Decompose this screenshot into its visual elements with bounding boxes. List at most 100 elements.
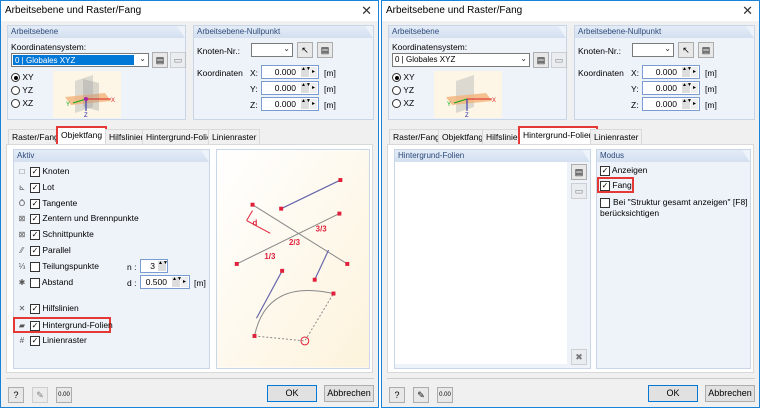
group-header: Modus <box>597 150 750 162</box>
edit-button[interactable]: ✎ <box>413 387 429 403</box>
delete-folie-button[interactable]: ✖ <box>571 349 587 365</box>
x-unit: [m] <box>324 68 336 78</box>
group-header: Arbeitsebene-Nullpunkt <box>194 26 373 38</box>
anzeigen-checkbox[interactable]: ✓ Anzeigen <box>600 165 648 176</box>
cancel-button[interactable]: Abbrechen <box>705 385 755 402</box>
d-input[interactable]: 0.500 ▲▼ ▸ <box>140 275 190 289</box>
edit-folie-button[interactable]: ▭ <box>571 183 587 199</box>
radio-xy[interactable]: XY <box>392 71 415 84</box>
y-input[interactable]: 0.000 ▲▼ ▸ <box>261 81 319 95</box>
tab-raster-fang[interactable]: Raster/Fang <box>8 129 63 144</box>
svg-text:X: X <box>492 98 496 104</box>
knoten-label: Knoten-Nr.: <box>578 46 621 56</box>
radio-yz[interactable]: YZ <box>11 84 33 97</box>
dialog-objektfang: Arbeitsebene und Raster/Fang ✕ Arbeitseb… <box>0 0 379 408</box>
z-label: Z: <box>631 100 639 110</box>
x-input[interactable]: 0.000 ▲▼ ▸ <box>261 65 319 79</box>
tab-raster-fang[interactable]: Raster/Fang <box>389 129 444 144</box>
division-icon: ⅓ <box>18 262 26 271</box>
arbeitsebene-group: Arbeitsebene Koordinatensystem: 0 | Glob… <box>7 25 186 120</box>
snap-hilfslinien[interactable]: ✕ ✓ Hilfslinien <box>16 302 79 315</box>
z-input[interactable]: 0.000 ▲▼ ▸ <box>261 97 319 111</box>
snap-preview-image: d 1/3 2/3 3/3 <box>216 149 370 369</box>
group-header: Arbeitsebene <box>389 26 566 38</box>
koordsys-dropdown[interactable]: 0 | Globales XYZ ⌄ <box>11 53 149 67</box>
snap-zentren[interactable]: ⊠ ✓ Zentern und Brennpunkte <box>16 212 139 225</box>
koordinaten-label: Koordinaten <box>197 68 243 78</box>
perpendicular-icon: ⊾ <box>18 183 26 192</box>
knoten-dropdown[interactable]: ⌄ <box>251 43 293 57</box>
new-node-button[interactable]: ▤ <box>698 42 714 58</box>
svg-text:Y: Y <box>447 102 451 108</box>
koordsys-dropdown[interactable]: 0 | Globales XYZ ⌄ <box>392 53 530 67</box>
new-coordsys-button[interactable]: ▤ <box>152 52 168 68</box>
tab-objektfang[interactable]: Objektfang <box>55 126 108 146</box>
pick-node-button[interactable]: ↖ <box>678 42 694 58</box>
snap-tangente[interactable]: Ō ✓ Tangente <box>16 197 77 210</box>
y-label: Y: <box>631 84 639 94</box>
d-label: d : <box>127 278 137 288</box>
close-icon[interactable]: ✕ <box>361 3 372 18</box>
snap-schnittpunkte[interactable]: ⊠ ✓ Schnittpunkte <box>16 228 94 241</box>
struktur-checkbox[interactable]: Bei "Struktur gesamt anzeigen" [F8] berü… <box>600 197 748 218</box>
help-button[interactable]: ? <box>8 387 24 403</box>
group-header: Aktiv <box>14 150 209 162</box>
nullpunkt-group: Arbeitsebene-Nullpunkt Knoten-Nr.: ⌄ ↖ ▤… <box>574 25 755 120</box>
tab-linienraster[interactable]: Linienraster <box>208 129 261 144</box>
tab-hintergrund-folien[interactable]: Hintergrund-Folien <box>517 126 599 146</box>
z-input[interactable]: 0.000 ▲▼ ▸ <box>642 97 700 111</box>
group-header: Arbeitsebene-Nullpunkt <box>575 26 754 38</box>
snap-lot[interactable]: ⊾ ✓ Lot <box>16 181 54 194</box>
pick-node-button[interactable]: ↖ <box>297 42 313 58</box>
n-input[interactable]: 3 ▲▼ <box>140 259 168 273</box>
z-unit: [m] <box>324 100 336 110</box>
close-icon[interactable]: ✕ <box>742 3 753 18</box>
ok-button[interactable]: OK <box>267 385 317 402</box>
snap-knoten[interactable]: □ ✓ Knoten <box>16 165 69 178</box>
new-coordsys-button[interactable]: ▤ <box>533 52 549 68</box>
chevron-down-icon: ⌄ <box>283 44 290 53</box>
radio-xy[interactable]: XY <box>11 71 34 84</box>
folien-list[interactable] <box>395 162 567 364</box>
tab-linienraster[interactable]: Linienraster <box>590 129 643 144</box>
grid-icon: # <box>19 336 25 345</box>
koordsys-value: 0 | Globales XYZ <box>395 55 456 64</box>
knoten-dropdown[interactable]: ⌄ <box>632 43 674 57</box>
radio-xz[interactable]: XZ <box>11 97 33 110</box>
fang-checkbox[interactable]: ✓ Fang <box>597 177 634 193</box>
snap-abstand[interactable]: ✱ Abstand <box>16 276 73 289</box>
radio-xz[interactable]: XZ <box>392 97 414 110</box>
aktiv-group: Aktiv □ ✓ Knoten ⊾ ✓ Lot Ō ✓ Tangente ⊠ ✓ Ze… <box>13 149 210 369</box>
snap-linienraster[interactable]: # ✓ Linienraster <box>16 334 87 347</box>
knoten-label: Knoten-Nr.: <box>197 46 240 56</box>
intersection-icon: ⊠ <box>18 230 26 239</box>
cancel-button[interactable]: Abbrechen <box>324 385 374 402</box>
snap-parallel[interactable]: ⁄⁄ ✓ Parallel <box>16 244 71 257</box>
node-icon: □ <box>19 167 25 176</box>
chevron-down-icon: ⌄ <box>139 54 146 63</box>
divider <box>387 378 755 379</box>
snap-hintergrund-folien[interactable]: ▰ ✓ Hintergrund-Folien <box>13 317 113 333</box>
units-button[interactable]: 0.00 <box>437 387 453 403</box>
x-unit: [m] <box>705 68 717 78</box>
y-input[interactable]: 0.000 ▲▼ ▸ <box>642 81 700 95</box>
new-node-button[interactable]: ▤ <box>317 42 333 58</box>
snap-teilungspunkte[interactable]: ⅓ Teilungspunkte <box>16 260 99 273</box>
chevron-down-icon: ⌄ <box>520 54 527 63</box>
edit-button[interactable]: ✎ <box>32 387 48 403</box>
group-header: Hintergrund-Folien <box>395 150 590 162</box>
new-folie-button[interactable]: ▤ <box>571 164 587 180</box>
radio-yz[interactable]: YZ <box>392 84 414 97</box>
svg-text:2/3: 2/3 <box>289 238 301 247</box>
edit-coordsys-button[interactable]: ▭ <box>551 52 567 68</box>
ok-button[interactable]: OK <box>648 385 698 402</box>
help-button[interactable]: ? <box>389 387 405 403</box>
edit-coordsys-button[interactable]: ▭ <box>170 52 186 68</box>
tab-objektfang[interactable]: Objektfang <box>438 129 488 144</box>
nullpunkt-group: Arbeitsebene-Nullpunkt Knoten-Nr.: ⌄ ↖ ▤… <box>193 25 374 120</box>
svg-text:d: d <box>253 218 258 227</box>
svg-text:X: X <box>111 98 115 104</box>
koordsys-label: Koordinatensystem: <box>392 42 468 52</box>
units-button[interactable]: 0.00 <box>56 387 72 403</box>
x-input[interactable]: 0.000 ▲▼ ▸ <box>642 65 700 79</box>
